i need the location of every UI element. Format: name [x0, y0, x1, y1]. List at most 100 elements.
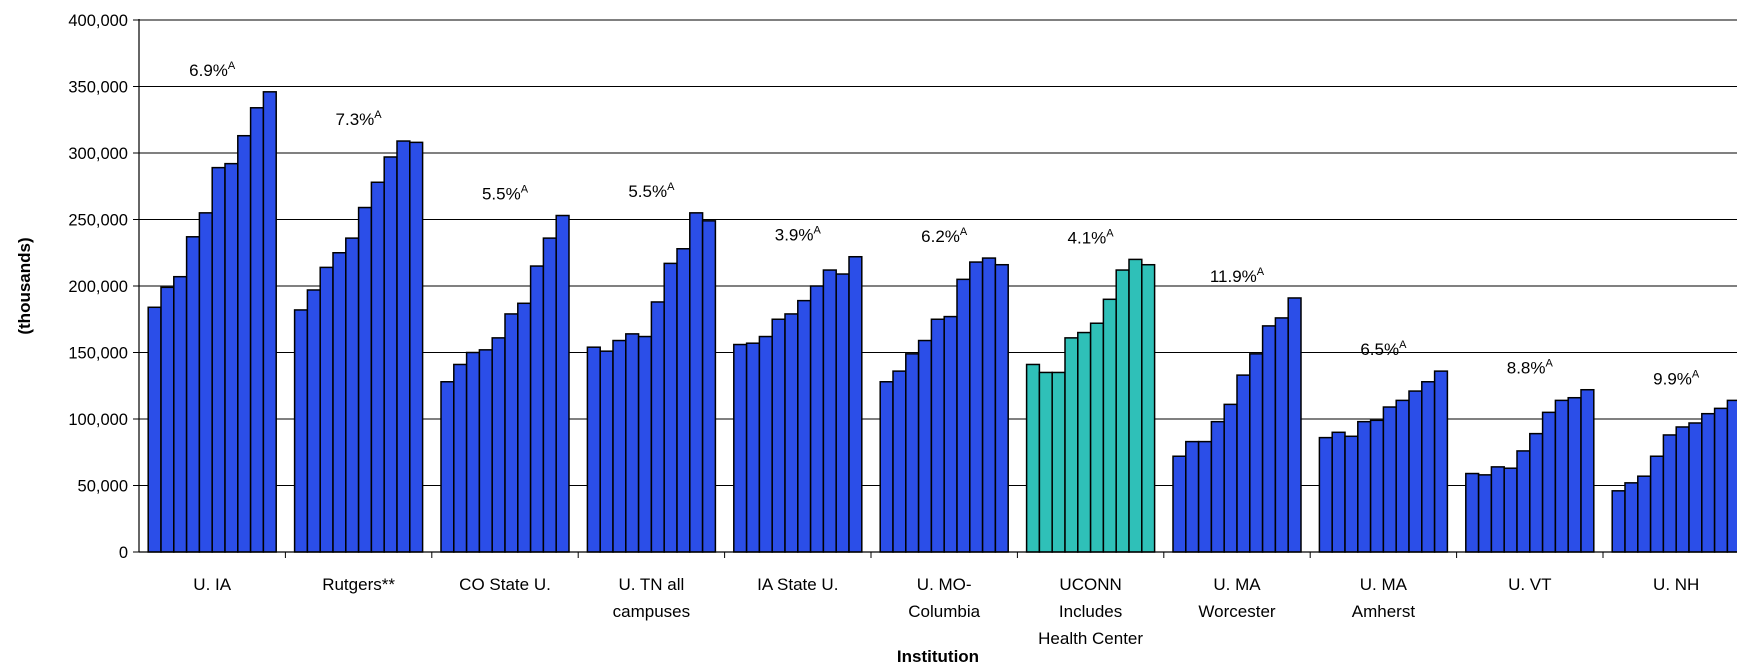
bar — [453, 363, 468, 553]
bar — [1529, 432, 1544, 553]
data-label: 8.8%A — [1507, 358, 1554, 378]
bar — [1236, 374, 1251, 553]
bar — [147, 306, 162, 553]
axes — [133, 19, 1737, 558]
bar — [306, 289, 321, 553]
data-label: 7.3%A — [336, 109, 383, 129]
bar — [1395, 399, 1410, 553]
x-tick-label: Rutgers** — [322, 575, 395, 594]
bar — [625, 333, 640, 553]
bar — [491, 337, 506, 553]
bar — [835, 273, 850, 553]
x-tick-label: U. MO- — [917, 575, 972, 594]
bar — [1038, 371, 1053, 553]
bar — [650, 301, 665, 553]
bar — [822, 269, 837, 553]
bar — [1102, 298, 1117, 553]
data-label: 9.9%A — [1653, 368, 1700, 388]
bar — [905, 353, 920, 553]
bar — [198, 212, 213, 553]
bar — [689, 212, 704, 553]
bar — [1701, 412, 1716, 553]
bar — [784, 313, 799, 553]
bar — [1261, 325, 1277, 553]
bar — [1382, 406, 1397, 553]
bar — [758, 335, 773, 553]
bar — [1726, 399, 1737, 553]
bar — [1465, 472, 1480, 553]
bar — [1223, 403, 1238, 553]
bar — [1408, 390, 1423, 553]
bar — [943, 315, 958, 553]
bar — [1637, 475, 1652, 553]
bar — [517, 302, 532, 553]
y-axis-title: (thousands) — [15, 237, 34, 334]
bar — [1688, 422, 1703, 553]
bar — [332, 252, 347, 553]
bar — [1051, 371, 1066, 553]
bar — [160, 286, 175, 553]
bar — [1331, 431, 1346, 553]
bar — [211, 166, 226, 553]
bar — [1662, 434, 1677, 553]
bar — [892, 370, 907, 553]
bar — [1064, 337, 1079, 553]
bar — [1421, 381, 1436, 553]
bar — [409, 141, 424, 553]
bar — [1369, 419, 1385, 553]
bar — [771, 318, 786, 553]
bar — [440, 381, 455, 553]
bar — [797, 299, 812, 553]
bar — [612, 339, 627, 553]
bar — [1477, 474, 1493, 553]
bar — [637, 335, 653, 553]
bar — [345, 237, 360, 553]
bar — [701, 220, 717, 553]
bar — [1516, 450, 1531, 553]
bar — [1185, 440, 1200, 553]
bar — [1490, 466, 1505, 553]
x-tick-label: Includes — [1059, 602, 1122, 621]
bar — [1503, 467, 1518, 553]
bar — [956, 278, 971, 553]
bar — [1554, 399, 1569, 553]
bar — [981, 257, 997, 553]
data-label: 6.9%A — [189, 60, 236, 80]
bar — [1141, 263, 1156, 553]
data-label: 6.2%A — [921, 226, 968, 246]
bar — [357, 206, 373, 553]
x-tick-label: U. MA — [1360, 575, 1408, 594]
x-tick-label: U. TN all — [618, 575, 684, 594]
bar — [848, 255, 863, 553]
bar — [224, 162, 239, 553]
bar — [504, 313, 519, 553]
bar — [994, 263, 1009, 553]
bar — [1197, 440, 1213, 553]
y-tick-label: 100,000 — [68, 411, 128, 429]
bar — [676, 248, 691, 553]
bar — [1318, 436, 1333, 553]
y-tick-label: 300,000 — [68, 145, 128, 163]
bar — [1675, 426, 1690, 553]
x-tick-label: UCONN — [1059, 575, 1121, 594]
bar — [1089, 322, 1105, 553]
bar — [663, 262, 678, 553]
bars — [147, 91, 1737, 553]
bar — [370, 181, 385, 553]
bar — [733, 343, 748, 553]
bar — [1249, 353, 1264, 553]
bar — [917, 339, 933, 553]
bar — [542, 237, 557, 553]
bar — [1077, 331, 1092, 553]
bar — [586, 346, 601, 553]
y-tick-label: 50,000 — [78, 478, 128, 496]
y-tick-label: 250,000 — [68, 212, 128, 230]
bar — [319, 266, 334, 553]
x-tick-label: U. VT — [1508, 575, 1551, 594]
x-tick-label: campuses — [613, 602, 690, 621]
bar — [969, 261, 984, 553]
bar — [383, 156, 398, 553]
bar — [396, 140, 411, 553]
x-tick-label: U. IA — [193, 575, 231, 594]
